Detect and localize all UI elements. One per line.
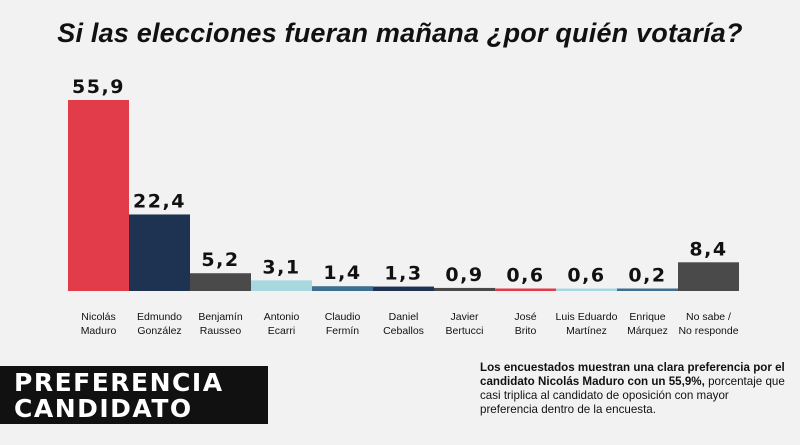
category-label-8-1: Martínez	[566, 325, 607, 337]
summary-bold: Los encuestados muestran una clara prefe…	[480, 361, 785, 388]
bar-4	[312, 286, 373, 291]
bar-0	[68, 100, 129, 291]
category-label-8-0: Luis Eduardo	[556, 311, 618, 323]
bar-6	[434, 287, 495, 291]
bar-2	[190, 273, 251, 291]
category-label-2-0: Benjamín	[198, 311, 243, 323]
summary-normal: porcentaje que casi triplica al candidat…	[480, 375, 785, 416]
category-label-0-0: Nicolás	[81, 311, 115, 323]
value-label-8: 0,6	[567, 265, 605, 287]
category-label-5-0: Daniel	[389, 311, 419, 323]
value-label-1: 22,4	[133, 190, 186, 212]
category-label-2-1: Rausseo	[200, 325, 242, 337]
chart-title: Si las elecciones fueran mañana ¿por qui…	[57, 18, 743, 48]
section-label: PREFERENCIA CANDIDATO	[0, 366, 268, 424]
category-label-7-0: José	[514, 311, 536, 323]
bar-chart: 55,9 Nicolás Maduro 22,4 Edmundo González 5,2 B…	[68, 76, 739, 337]
value-label-10: 8,4	[689, 238, 727, 260]
value-label-6: 0,9	[445, 264, 483, 286]
category-label-4-1: Fermín	[326, 325, 359, 337]
category-label-6-0: Javier	[450, 311, 479, 323]
category-label-4-0: Claudio	[325, 311, 361, 323]
bar-5	[373, 286, 434, 291]
value-label-7: 0,6	[506, 265, 544, 287]
bar-8	[556, 288, 617, 291]
category-label-0-1: Maduro	[81, 325, 117, 337]
value-label-9: 0,2	[628, 265, 666, 287]
value-label-0: 55,9	[72, 76, 125, 98]
category-label-6-1: Bertucci	[446, 325, 484, 337]
category-label-9-1: Márquez	[627, 325, 668, 337]
category-label-3-0: Antonio	[264, 311, 300, 323]
category-label-10-1: No responde	[678, 325, 738, 337]
value-label-4: 1,4	[323, 262, 361, 284]
category-label-9-0: Enrique	[629, 311, 665, 323]
category-label-10-0: No sabe /	[686, 311, 731, 323]
section-label-line2: CANDIDATO	[14, 394, 193, 423]
category-label-1-1: González	[137, 325, 181, 337]
value-label-3: 3,1	[262, 256, 300, 278]
bar-7	[495, 288, 556, 291]
bar-10	[678, 262, 739, 291]
value-label-5: 1,3	[384, 263, 422, 285]
bar-1	[129, 214, 190, 291]
category-label-7-1: Brito	[515, 325, 537, 337]
section-label-line1: PREFERENCIA	[14, 368, 224, 397]
value-label-2: 5,2	[201, 249, 239, 271]
category-label-5-1: Ceballos	[383, 325, 424, 337]
bar-3	[251, 280, 312, 291]
bar-9	[617, 288, 678, 291]
summary-text: Los encuestados muestran una clara prefe…	[480, 361, 786, 417]
category-label-3-1: Ecarri	[268, 325, 295, 337]
category-label-1-0: Edmundo	[137, 311, 182, 323]
